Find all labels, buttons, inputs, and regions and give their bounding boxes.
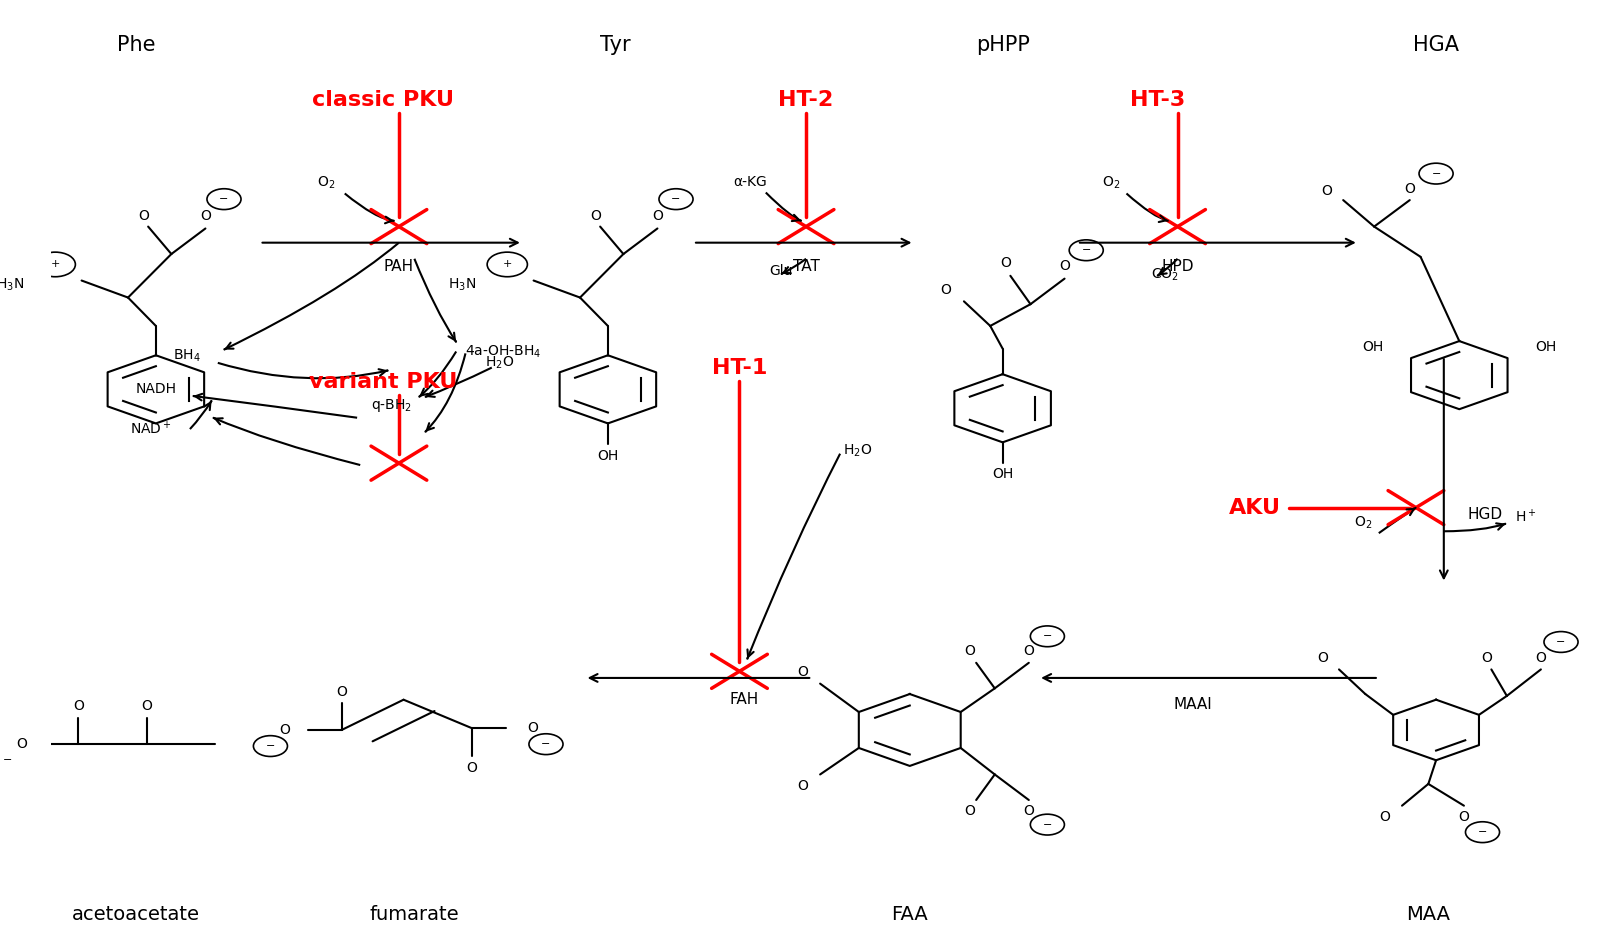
Text: O: O [200, 209, 211, 223]
Text: OH: OH [1536, 340, 1557, 354]
Text: −: − [3, 755, 11, 765]
Text: O: O [1317, 651, 1328, 665]
Text: O: O [141, 699, 152, 714]
Text: acetoacetate: acetoacetate [72, 905, 200, 924]
Text: −: − [1478, 828, 1486, 837]
Text: q-BH$_2$: q-BH$_2$ [371, 397, 411, 414]
Text: TAT: TAT [792, 259, 819, 273]
Text: HPD: HPD [1162, 259, 1194, 273]
Text: HT-2: HT-2 [779, 90, 834, 110]
Text: pHPP: pHPP [976, 34, 1029, 54]
Text: BH$_4$: BH$_4$ [173, 348, 200, 364]
Text: −: − [541, 739, 550, 749]
Text: O: O [941, 283, 952, 297]
Text: −: − [1432, 169, 1440, 178]
Text: H$_3$N: H$_3$N [0, 277, 24, 293]
Text: MAAI: MAAI [1174, 697, 1213, 712]
Text: CO$_2$: CO$_2$ [1150, 267, 1179, 283]
Text: H$_2$O: H$_2$O [485, 355, 514, 371]
Text: MAA: MAA [1406, 905, 1450, 924]
Text: HT-3: HT-3 [1130, 90, 1186, 110]
Text: HGD: HGD [1467, 507, 1502, 522]
Text: O: O [1024, 805, 1034, 818]
Text: O$_2$: O$_2$ [1354, 515, 1373, 531]
Text: −: − [1557, 637, 1566, 647]
Text: O: O [16, 737, 27, 752]
Text: Glu: Glu [770, 265, 794, 278]
Text: O: O [1405, 182, 1414, 195]
Text: variant PKU: variant PKU [309, 372, 458, 392]
Text: −: − [266, 741, 275, 751]
Text: O: O [466, 761, 477, 774]
Text: O: O [1322, 184, 1333, 197]
Text: FAA: FAA [891, 905, 928, 924]
Text: O: O [797, 779, 808, 792]
Text: OH: OH [992, 468, 1013, 481]
Text: OH: OH [597, 449, 619, 462]
Text: O: O [138, 209, 149, 223]
Text: +: + [51, 259, 59, 270]
Text: −: − [672, 195, 680, 204]
Text: O: O [965, 805, 976, 818]
Text: O: O [590, 209, 602, 223]
Text: OH: OH [1362, 340, 1382, 354]
Text: Phe: Phe [117, 34, 155, 54]
Text: O: O [528, 721, 538, 735]
Text: O: O [1536, 651, 1546, 665]
Text: O$_2$: O$_2$ [1102, 175, 1120, 191]
Text: +: + [502, 259, 512, 270]
Text: O: O [797, 665, 808, 679]
Text: FAH: FAH [730, 692, 758, 707]
Text: O: O [1024, 644, 1034, 659]
Text: HT-1: HT-1 [712, 358, 766, 378]
Text: HGA: HGA [1413, 34, 1459, 54]
Text: O: O [1459, 810, 1469, 824]
Text: NAD$^+$: NAD$^+$ [131, 420, 173, 437]
Text: H$^+$: H$^+$ [1515, 509, 1536, 526]
Text: classic PKU: classic PKU [312, 90, 454, 110]
Text: H$_3$N: H$_3$N [448, 277, 477, 293]
Text: −: − [1082, 245, 1091, 255]
Text: O: O [336, 685, 347, 699]
Text: O: O [1059, 259, 1070, 273]
Text: α-KG: α-KG [733, 175, 766, 189]
Text: Tyr: Tyr [600, 34, 630, 54]
Text: −: − [1043, 820, 1053, 829]
Text: 4a-OH-BH$_4$: 4a-OH-BH$_4$ [466, 344, 542, 360]
Text: O: O [1000, 256, 1011, 270]
Text: O: O [651, 209, 662, 223]
Text: −: − [1043, 631, 1053, 642]
Text: O: O [1482, 651, 1493, 665]
Text: O: O [280, 723, 291, 737]
Text: PAH: PAH [384, 259, 414, 273]
Text: H$_2$O: H$_2$O [843, 442, 872, 459]
Text: O: O [74, 699, 83, 714]
Text: O: O [1379, 810, 1390, 824]
Text: NADH: NADH [136, 382, 176, 397]
Text: O$_2$: O$_2$ [317, 175, 336, 191]
Text: AKU: AKU [1229, 497, 1282, 517]
Text: fumarate: fumarate [370, 905, 459, 924]
Text: O: O [965, 644, 976, 659]
Text: −: − [219, 195, 229, 204]
